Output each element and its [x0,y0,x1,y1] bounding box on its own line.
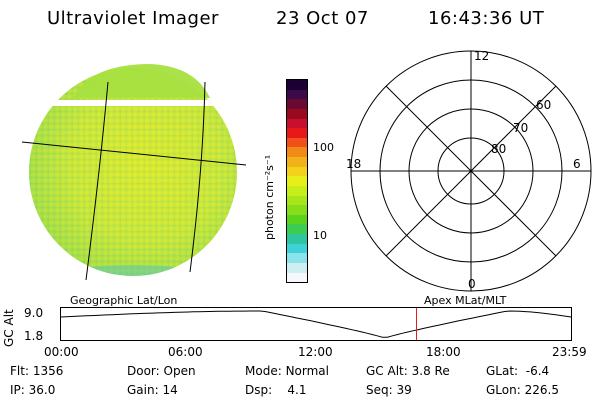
status-seq: Seq: 39 [366,383,412,397]
status-gain: Gain: 14 [127,383,178,397]
x-tick-0600: 06:00 [168,345,203,359]
colorbar-segment [287,80,307,90]
uv-image-disk [21,64,247,281]
colorbar-segment [287,262,307,273]
colorbar-segment [287,253,307,263]
x-tick-1800: 18:00 [426,345,461,359]
longitude-line-west [85,81,109,281]
colorbar-segment [287,195,307,206]
colorbar-segment [287,243,307,254]
polar-label-0: 0 [468,277,476,291]
apex-caption: Apex MLat/MLT [424,294,507,307]
status-mode: Mode: Normal [245,364,329,378]
longitude-line-east [189,81,206,273]
polar-label-12: 12 [474,49,489,63]
polar-ring-label-60: 60 [536,98,551,112]
x-tick-2359: 23:59 [552,345,587,359]
colorbar-segment [287,205,307,215]
date-label: 23 Oct 07 [276,8,369,29]
instrument-title: Ultraviolet Imager [47,8,219,29]
status-glon: GLon: 226.5 [486,383,559,397]
polar-ring-label-80: 80 [491,142,506,156]
altitude-strip-plot [60,307,572,341]
colorbar-segment [287,185,307,196]
altplot-ytick-bottom: 1.8 [24,329,44,343]
colorbar-segment [287,118,307,129]
polar-mlt-grid: 12 6 18 0 60 70 80 [346,49,592,292]
polar-diagonal-2 [385,85,557,257]
geographic-caption: Geographic Lat/Lon [70,294,178,307]
colorbar-segment [287,128,307,138]
colorbar-tick-100: 100 [313,141,334,154]
status-ip: IP: 36.0 [10,383,56,397]
x-tick-0000: 00:00 [44,345,79,359]
colorbar [286,79,308,283]
colorbar-segment [287,157,307,167]
colorbar-unit-label: photon cm⁻²s⁻¹ [263,154,276,240]
disk-top-segment [73,64,210,98]
latitude-line [21,141,247,166]
status-dsp: Dsp: 4.1 [245,383,307,397]
status-gc-alt: GC Alt: 3.8 Re [366,364,450,378]
time-label: 16:43:36 UT [428,8,545,29]
status-flt: Flt: 1356 [10,364,64,378]
polar-label-18: 18 [346,157,361,171]
colorbar-segment [287,214,307,225]
status-door: Door: Open [127,364,196,378]
colorbar-segment [287,176,307,186]
colorbar-segment [287,147,307,157]
altplot-ylabel: GC Alt [2,309,16,347]
colorbar-segment [287,234,307,244]
colorbar-tick-10: 10 [313,229,327,242]
colorbar-segment [287,166,307,177]
x-tick-1200: 12:00 [298,345,333,359]
polar-label-6: 6 [573,157,581,171]
status-glat: GLat: -6.4 [486,364,550,378]
polar-ring-label-70: 70 [513,121,528,135]
altitude-curve [60,310,572,338]
altplot-ytick-top: 9.0 [24,306,44,320]
colorbar-segment [287,137,307,148]
colorbar-segment [287,108,307,119]
colorbar-segment [287,89,307,100]
colorbar-segment [287,224,307,234]
colorbar-segment [287,272,307,283]
colorbar-segment [287,99,307,109]
